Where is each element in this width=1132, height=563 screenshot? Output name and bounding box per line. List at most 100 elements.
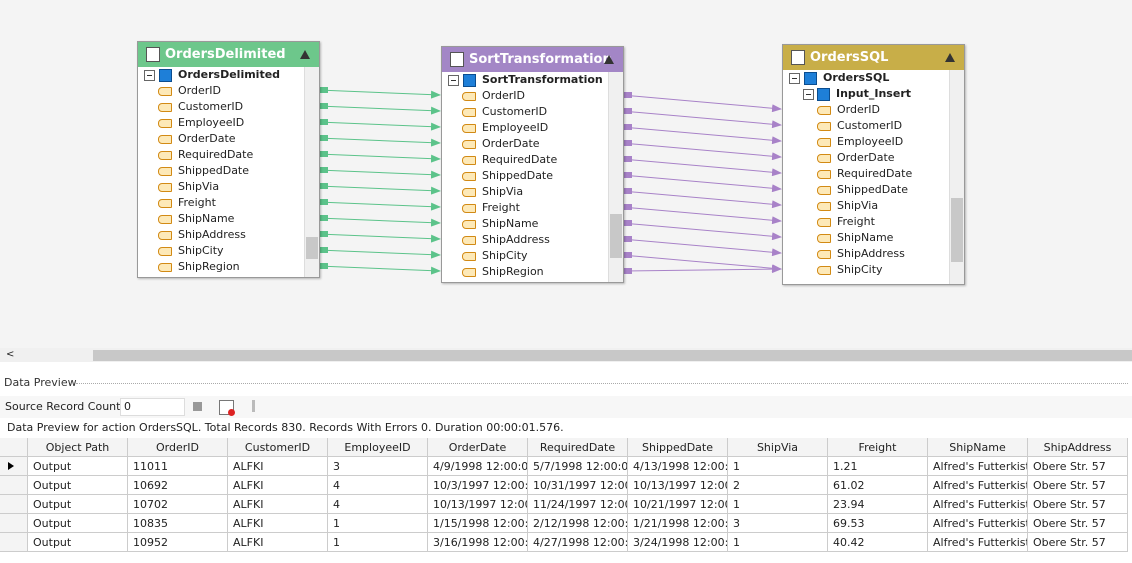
grid-cell[interactable]: ALFKI [228, 476, 328, 495]
grid-cell[interactable]: ALFKI [228, 495, 328, 514]
port[interactable] [318, 263, 328, 269]
vertical-scrollbar[interactable] [608, 72, 623, 282]
grid-cell[interactable]: 10/21/1997 12:00: [628, 495, 728, 514]
grid-cell[interactable]: Alfred's Futterkist [928, 533, 1028, 552]
grid-cell[interactable]: 1 [328, 533, 428, 552]
source-input[interactable]: 0 [120, 398, 185, 416]
port[interactable] [622, 220, 632, 226]
grid-cell[interactable]: 5/7/1998 12:00:00 [528, 457, 628, 476]
connector[interactable] [317, 265, 441, 275]
grid-cell[interactable]: 3 [728, 514, 828, 533]
connector[interactable] [317, 201, 441, 211]
connector[interactable] [621, 142, 782, 161]
grid-cell[interactable]: ALFKI [228, 514, 328, 533]
connector[interactable] [621, 238, 782, 257]
grid-cell[interactable]: Output [28, 476, 128, 495]
grid-cell[interactable]: Output [28, 457, 128, 476]
port[interactable] [622, 172, 632, 178]
port[interactable] [318, 151, 328, 157]
grid-cell[interactable]: 11/24/1997 12:00: [528, 495, 628, 514]
vertical-scrollbar[interactable] [949, 70, 964, 284]
grid-cell[interactable]: 4 [328, 495, 428, 514]
collapse-button[interactable] [604, 55, 614, 64]
grid-cell[interactable]: Obere Str. 57 [1028, 533, 1128, 552]
connector[interactable] [621, 174, 782, 193]
port[interactable] [318, 199, 328, 205]
vertical-scrollbar[interactable] [304, 67, 319, 277]
collapse-button[interactable] [945, 53, 955, 62]
node-box[interactable]: SortTransformation SortTransformation Orde… [441, 46, 624, 283]
port[interactable] [622, 124, 632, 130]
pin-button[interactable] [252, 400, 255, 412]
port[interactable] [318, 103, 328, 109]
grid-cell[interactable]: 10/31/1997 12:00: [528, 476, 628, 495]
grid-cell[interactable]: Output [28, 533, 128, 552]
grid-cell[interactable]: 4/9/1998 12:00:00 [428, 457, 528, 476]
stop-button[interactable] [193, 402, 202, 411]
connector[interactable] [317, 153, 441, 163]
port[interactable] [622, 252, 632, 258]
port[interactable] [622, 156, 632, 162]
connector[interactable] [621, 265, 782, 274]
grid-cell[interactable]: 2/12/1998 12:00:0 [528, 514, 628, 533]
column-header[interactable]: ShipName [928, 438, 1028, 457]
column-header[interactable]: CustomerID [228, 438, 328, 457]
grid-cell[interactable]: 4 [328, 476, 428, 495]
grid-cell[interactable]: 1 [728, 457, 828, 476]
grid-cell[interactable]: Obere Str. 57 [1028, 457, 1128, 476]
port[interactable] [318, 183, 328, 189]
grid-cell[interactable]: Alfred's Futterkist [928, 476, 1028, 495]
connector[interactable] [317, 121, 441, 131]
row-indicator[interactable] [0, 457, 28, 476]
connector[interactable] [621, 190, 782, 209]
port[interactable] [318, 231, 328, 237]
grid-cell[interactable]: 10/13/1997 12:00: [628, 476, 728, 495]
port[interactable] [318, 135, 328, 141]
preview-button[interactable] [219, 400, 235, 416]
node-header[interactable]: OrdersDelimited [138, 42, 319, 67]
grid-cell[interactable]: 1/15/1998 12:00:0 [428, 514, 528, 533]
grid-cell[interactable]: 11011 [128, 457, 228, 476]
grid-cell[interactable]: 4/27/1998 12:00:0 [528, 533, 628, 552]
column-header[interactable]: RequiredDate [528, 438, 628, 457]
connector[interactable] [317, 89, 441, 99]
port[interactable] [318, 247, 328, 253]
scroll-thumb[interactable] [306, 237, 318, 259]
column-header[interactable]: OrderID [128, 438, 228, 457]
collapse-button[interactable] [300, 50, 310, 59]
grid-cell[interactable]: 10835 [128, 514, 228, 533]
grid-cell[interactable]: 1 [728, 495, 828, 514]
grid-cell[interactable]: Alfred's Futterkist [928, 514, 1028, 533]
grid-cell[interactable]: 10/13/1997 12:00: [428, 495, 528, 514]
row-indicator[interactable] [0, 533, 28, 552]
port[interactable] [622, 140, 632, 146]
expander[interactable] [789, 73, 800, 84]
column-header[interactable]: Freight [828, 438, 928, 457]
grid-cell[interactable]: Output [28, 514, 128, 533]
column-header[interactable]: Object Path [28, 438, 128, 457]
grid-cell[interactable]: 3/16/1998 12:00:0 [428, 533, 528, 552]
grid-cell[interactable]: ALFKI [228, 533, 328, 552]
port[interactable] [622, 108, 632, 114]
connector[interactable] [621, 222, 782, 241]
grid-cell[interactable]: 69.53 [828, 514, 928, 533]
connector[interactable] [317, 233, 441, 243]
connector[interactable] [621, 110, 782, 129]
grid-cell[interactable]: ALFKI [228, 457, 328, 476]
port[interactable] [622, 92, 632, 98]
port[interactable] [622, 204, 632, 210]
grid-cell[interactable]: 1 [328, 514, 428, 533]
connector[interactable] [621, 254, 782, 273]
grid-cell[interactable]: 3/24/1998 12:00:0 [628, 533, 728, 552]
node-header[interactable]: OrdersSQL [783, 45, 964, 70]
column-header[interactable]: ShipVia [728, 438, 828, 457]
expander[interactable] [448, 75, 459, 86]
connector[interactable] [621, 158, 782, 177]
scroll-left[interactable]: < [6, 349, 15, 360]
port[interactable] [622, 236, 632, 242]
column-header[interactable]: ShippedDate [628, 438, 728, 457]
scroll-thumb[interactable] [951, 198, 963, 262]
grid-cell[interactable]: 61.02 [828, 476, 928, 495]
grid-cell[interactable]: Obere Str. 57 [1028, 495, 1128, 514]
connector[interactable] [621, 94, 782, 113]
